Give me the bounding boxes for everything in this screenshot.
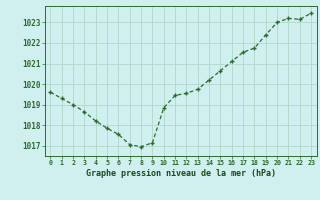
X-axis label: Graphe pression niveau de la mer (hPa): Graphe pression niveau de la mer (hPa) [86,169,276,178]
